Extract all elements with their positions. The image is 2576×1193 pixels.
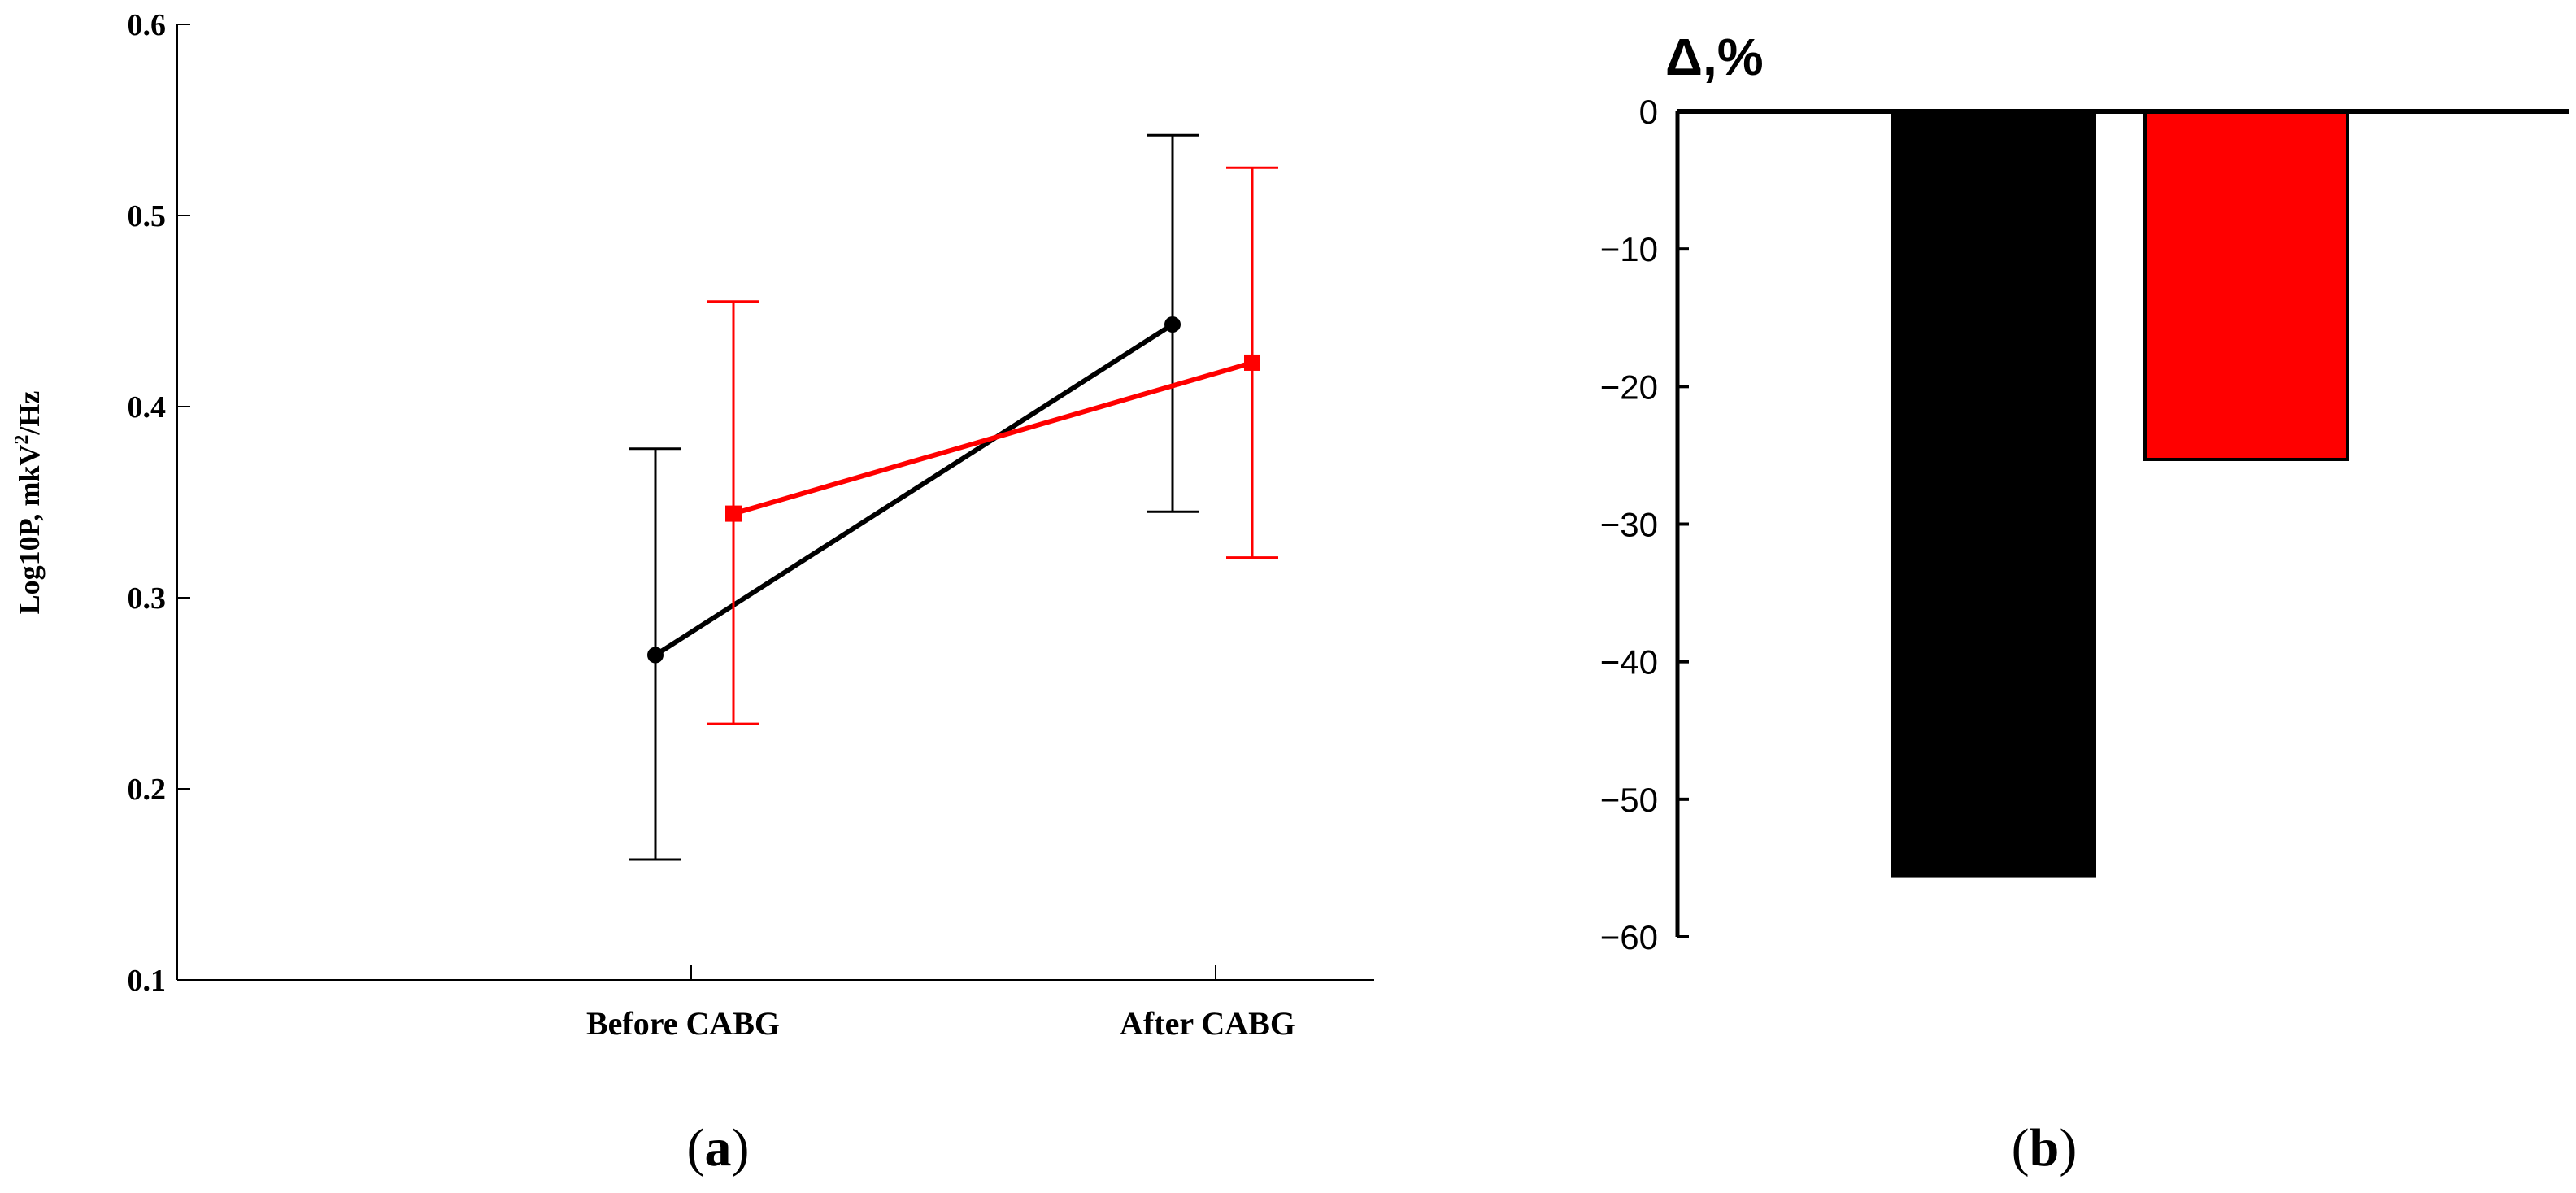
panel-a-y-tick-label: 0.2 [128,773,167,807]
panel-a-x-tick-label: Before CABG [586,1005,780,1042]
panel-a-y-tick-label: 0.3 [128,581,167,616]
panel-a-series-line [654,322,1174,658]
panel-a-y-tick-label: 0.5 [128,199,167,233]
panel-b-y-tick-label: −20 [1600,368,1658,406]
panel-a-line-chart: 0.1 0.2 0.3 0.4 0.5 0.6 Before CABG After CABG… [11,8,1374,1178]
panel-a-point [725,505,742,522]
panel-a-y-tick-label: 0.4 [128,390,167,425]
panel-b-red-bar [2143,110,2349,461]
panel-b-y-tick-label: −30 [1600,506,1658,544]
panel-b-y-tick-label: −40 [1600,643,1658,681]
panel-a-y-tick-label: 0.6 [128,8,167,42]
panel-a-y-ticks: 0.1 0.2 0.3 0.4 0.5 0.6 [128,8,190,998]
panel-b-y-tick-label: −10 [1600,230,1658,268]
panel-b-bars [1891,110,2349,878]
panel-a-black-series [629,133,1199,861]
panel-b-bar-chart: Δ,% 0 −10 −20 −30 −40 −50 −60 (b) [1600,28,2569,1178]
panel-b-y-tick-label: 0 [1639,93,1658,131]
panel-a-point [1164,316,1181,333]
panel-a-point [1244,354,1260,371]
panel-a-point [647,647,664,664]
panel-b-y-tick-label: −60 [1600,918,1658,956]
panel-b-y-ticks: 0 −10 −20 −30 −40 −50 −60 [1600,93,1689,956]
panel-b-title: Δ,% [1665,28,1764,86]
panel-a-series-line [733,360,1253,516]
panel-a-x-tick-label: After CABG [1120,1005,1295,1042]
panel-b-y-tick-label: −50 [1600,781,1658,819]
panel-b-label: (b) [2012,1118,2078,1178]
panel-b-black-bar [1891,110,2096,878]
panel-a-label: (a) [687,1118,750,1178]
panel-a-y-tick-label: 0.1 [128,964,167,998]
panel-a-x-ticks: Before CABG After CABG [586,965,1295,1042]
panel-a-series [629,133,1278,861]
panel-a-y-label: Log10P, mkV2/Hz [11,391,46,615]
panel-a-red-series [707,166,1278,725]
